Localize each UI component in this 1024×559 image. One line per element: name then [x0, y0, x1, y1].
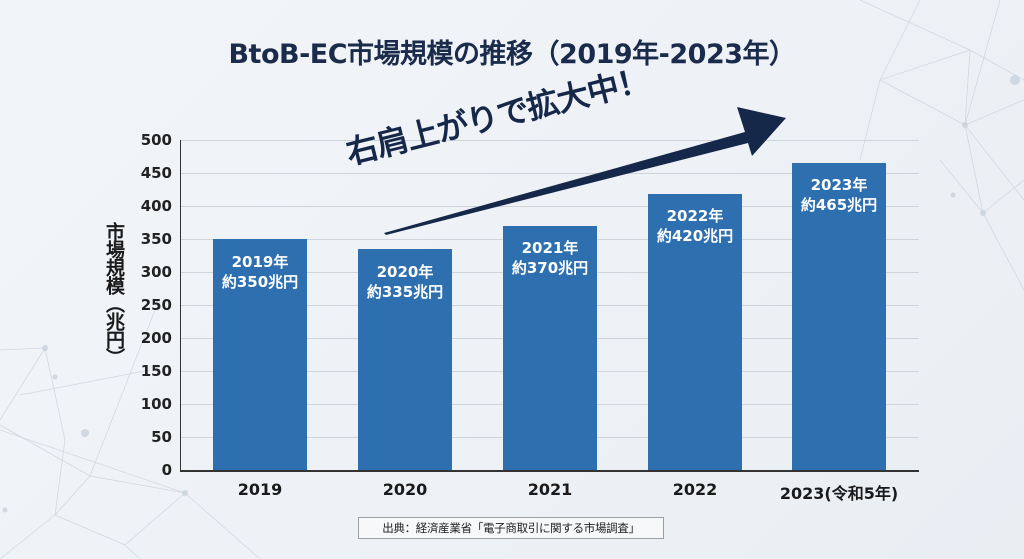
bar-value-label: 約350兆円 [221, 273, 299, 291]
bar-2020: 2020年 約335兆円 [358, 249, 452, 470]
source-note: 出典：経済産業省「電子商取引に関する市場調査」 [358, 517, 664, 539]
bar-value-label: 約465兆円 [800, 196, 878, 214]
bar-year-label: 2021年 [521, 239, 579, 257]
y-tick-350: 350 [140, 230, 172, 248]
y-tick-0: 0 [161, 461, 172, 479]
bar-value-label: 約335兆円 [366, 283, 444, 301]
bar-2023: 2023年 約465兆円 [792, 163, 886, 470]
bar-value-label: 約420兆円 [656, 227, 734, 245]
x-tick-2021: 2021 [527, 480, 573, 499]
bar-2022: 2022年 約420兆円 [648, 194, 742, 470]
y-tick-250: 250 [140, 296, 172, 314]
bar-year-label: 2020年 [376, 263, 434, 281]
bar-year-label: 2022年 [666, 207, 724, 225]
bar-year-label: 2019年 [231, 253, 289, 271]
bar-value-label: 約370兆円 [511, 259, 589, 277]
bar-year-label: 2023年 [810, 176, 868, 194]
bar-2019: 2019年 約350兆円 [213, 239, 307, 470]
y-tick-400: 400 [140, 197, 172, 215]
bar-2021: 2021年 約370兆円 [503, 226, 597, 470]
y-tick-100: 100 [140, 395, 172, 413]
y-tick-500: 500 [140, 131, 172, 149]
x-axis-line [180, 470, 919, 472]
x-tick-2019: 2019 [237, 480, 283, 499]
y-tick-50: 50 [151, 428, 172, 446]
y-axis-label: 市場規模（兆円） [103, 222, 125, 366]
y-tick-300: 300 [140, 263, 172, 281]
x-tick-2022: 2022 [672, 480, 718, 499]
x-tick-2020: 2020 [382, 480, 428, 499]
y-tick-150: 150 [140, 362, 172, 380]
y-tick-450: 450 [140, 164, 172, 182]
y-axis-line [180, 140, 181, 471]
x-tick-2023: 2023(令和5年) [779, 484, 899, 503]
gridline [180, 140, 919, 141]
y-tick-200: 200 [140, 329, 172, 347]
chart-title: BtoB-EC市場規模の推移（2019年-2023年） [228, 39, 796, 70]
